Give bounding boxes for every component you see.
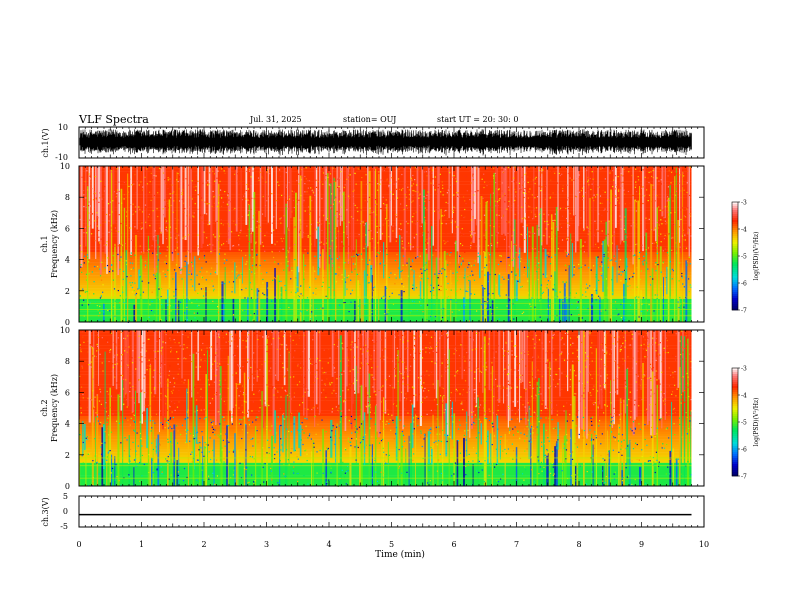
x-tick-label: 6 — [451, 540, 456, 549]
x-tick-label: 1 — [139, 540, 144, 549]
ch2-colorbar: -3 -4 -5 -6 -7 log(PSD)(V²/Hz) — [731, 366, 760, 481]
x-tick-label: 2 — [201, 540, 206, 549]
colorbar-tick-label: -3 — [741, 366, 747, 373]
colorbar-tick-label: -6 — [741, 281, 747, 288]
x-tick-label: 9 — [639, 540, 644, 549]
ch1-spec-ytick-label: 10 — [60, 162, 70, 171]
x-tick-label: 8 — [576, 540, 581, 549]
x-tick-label: 0 — [76, 540, 81, 549]
x-tick-label: 3 — [264, 540, 269, 549]
date-label: Jul. 31, 2025 — [249, 115, 302, 124]
ch1-spec-ytick-label: 0 — [65, 318, 70, 327]
ch1-spectrogram-image — [79, 166, 704, 323]
x-axis-tick-labels: 0 1 2 3 4 5 6 7 8 9 10 — [76, 540, 709, 549]
ch1-spec-ylabel-line1: ch.1 — [40, 235, 49, 252]
colorbar-tick-label: -5 — [741, 254, 747, 261]
ch1-spec-ytick-label: 2 — [65, 287, 70, 296]
station-label: station= OUJ — [343, 115, 396, 124]
colorbar-label: log(PSD)(V²/Hz) — [753, 232, 760, 281]
x-tick-label: 7 — [514, 540, 519, 549]
x-tick-label: 5 — [389, 540, 394, 549]
ch2-spectrogram-image — [79, 330, 704, 488]
x-tick-label: 4 — [326, 540, 331, 549]
ch1-ytick-top: 10 — [58, 123, 68, 132]
ch2-spec-ytick-label: 0 — [65, 482, 70, 491]
ch3-ylabel: ch.3(V) — [41, 497, 50, 526]
ch1-spec-ytick-label: 8 — [65, 193, 70, 202]
ch2-spec-ytick-label: 4 — [65, 420, 70, 429]
ch3-voltage-frame — [78, 495, 705, 528]
ch2-spec-ytick-label: 2 — [65, 451, 70, 460]
ch3-ytick-mid: 0 — [63, 507, 68, 516]
ch2-spec-ylabel-line2: Frequency (kHz) — [50, 374, 59, 442]
colorbar-tick-label: -4 — [741, 227, 747, 234]
ch2-spec-ylabel-line1: ch.2 — [40, 399, 49, 416]
ch3-ytick-bottom: -5 — [60, 522, 68, 531]
ch3-ytick-top: 5 — [63, 492, 68, 501]
colorbar-label: log(PSD)(V²/Hz) — [753, 398, 760, 447]
colorbar-tick-label: -4 — [741, 393, 747, 400]
ch1-waveform-trace — [79, 129, 692, 156]
figure-title: VLF Spectra — [78, 113, 149, 126]
colorbar-tick-label: -3 — [741, 200, 747, 207]
ch1-waveform-panel: 10 -10 ch.1(V) — [41, 123, 705, 162]
ch2-spec-ytick-label: 8 — [65, 357, 70, 366]
ch1-spec-ytick-label: 4 — [65, 256, 70, 265]
ch2-spectrogram-panel: 0 2 4 6 8 10 ch.2 Frequency (kHz) — [40, 326, 705, 491]
ch2-spec-ytick-label: 10 — [60, 326, 70, 335]
start-time-label: start UT = 20: 30: 0 — [437, 115, 518, 124]
ch1-spec-ytick-label: 6 — [65, 224, 70, 233]
x-tick-label: 10 — [699, 540, 709, 549]
colorbar-tick-label: -6 — [741, 447, 747, 454]
colorbar-tick-label: -7 — [741, 474, 747, 481]
ch1-ytick-bottom: -10 — [55, 153, 68, 162]
ch1-spec-ylabel-line2: Frequency (kHz) — [50, 210, 59, 278]
ch3-voltage-panel: 5 0 -5 ch.3(V) — [41, 492, 705, 531]
ch1-ylabel: ch.1(V) — [41, 128, 50, 157]
ch1-colorbar: -3 -4 -5 -6 -7 log(PSD)(V²/Hz) — [731, 200, 760, 315]
ch2-spec-ytick-label: 6 — [65, 388, 70, 397]
colorbar-tick-label: -7 — [741, 308, 747, 315]
colorbar-tick-label: -5 — [741, 420, 747, 427]
ch1-spectrogram-panel: 0 2 4 6 8 10 ch.1 Frequency (kHz) — [40, 162, 705, 327]
x-axis-label: Time (min) — [375, 549, 425, 560]
